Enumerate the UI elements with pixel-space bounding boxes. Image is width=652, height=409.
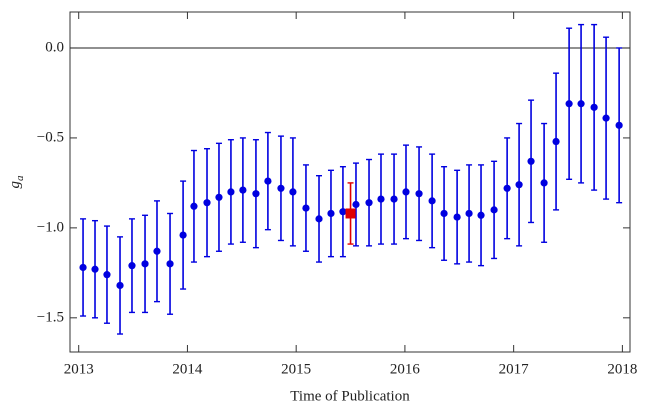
y-tick-label: −1.0 (37, 219, 64, 235)
point (190, 202, 198, 210)
point (415, 190, 423, 198)
point (239, 186, 247, 194)
point (527, 157, 535, 165)
point (552, 137, 560, 146)
point (264, 177, 272, 185)
point (141, 260, 149, 268)
y-tick-label: 0.0 (45, 39, 64, 55)
x-tick-label: 2018 (607, 361, 637, 377)
point (365, 199, 373, 207)
point (590, 103, 598, 111)
point (503, 184, 511, 192)
point (215, 193, 223, 201)
point (153, 247, 161, 255)
y-axis-label-main: g (7, 181, 23, 189)
point (477, 211, 485, 219)
x-tick-label: 2017 (499, 361, 530, 377)
point (615, 121, 623, 129)
point (227, 188, 235, 196)
point (440, 209, 448, 218)
point (289, 188, 297, 196)
point (428, 197, 436, 205)
point (91, 265, 99, 273)
point (490, 206, 498, 214)
point (116, 281, 124, 290)
point (565, 100, 573, 108)
x-tick-label: 2015 (281, 361, 311, 377)
point (203, 199, 211, 207)
point (352, 200, 360, 209)
point (577, 100, 585, 108)
point (453, 213, 461, 221)
point (302, 204, 310, 212)
point (602, 114, 610, 122)
point (465, 209, 473, 218)
point (315, 215, 323, 223)
point (103, 271, 111, 279)
point (339, 208, 347, 216)
point (390, 195, 398, 203)
point (277, 184, 285, 192)
point (402, 188, 410, 196)
x-tick-label: 2013 (64, 361, 94, 377)
y-axis-label: ga (7, 175, 25, 189)
point (179, 231, 187, 239)
point (327, 209, 335, 218)
point (515, 181, 523, 189)
x-tick-label: 2016 (390, 361, 421, 377)
y-tick-label: −0.5 (37, 129, 64, 145)
y-axis-label-sub: a (14, 175, 26, 181)
point (540, 179, 548, 187)
point (252, 190, 260, 198)
point (166, 260, 174, 268)
point (345, 208, 356, 219)
x-axis-label: Time of Publication (290, 388, 410, 404)
x-tick-label: 2014 (172, 361, 203, 377)
point (79, 263, 87, 272)
point (128, 262, 136, 270)
point (377, 195, 385, 203)
plot-frame (69, 11, 631, 353)
y-tick-label: −1.5 (37, 309, 64, 325)
